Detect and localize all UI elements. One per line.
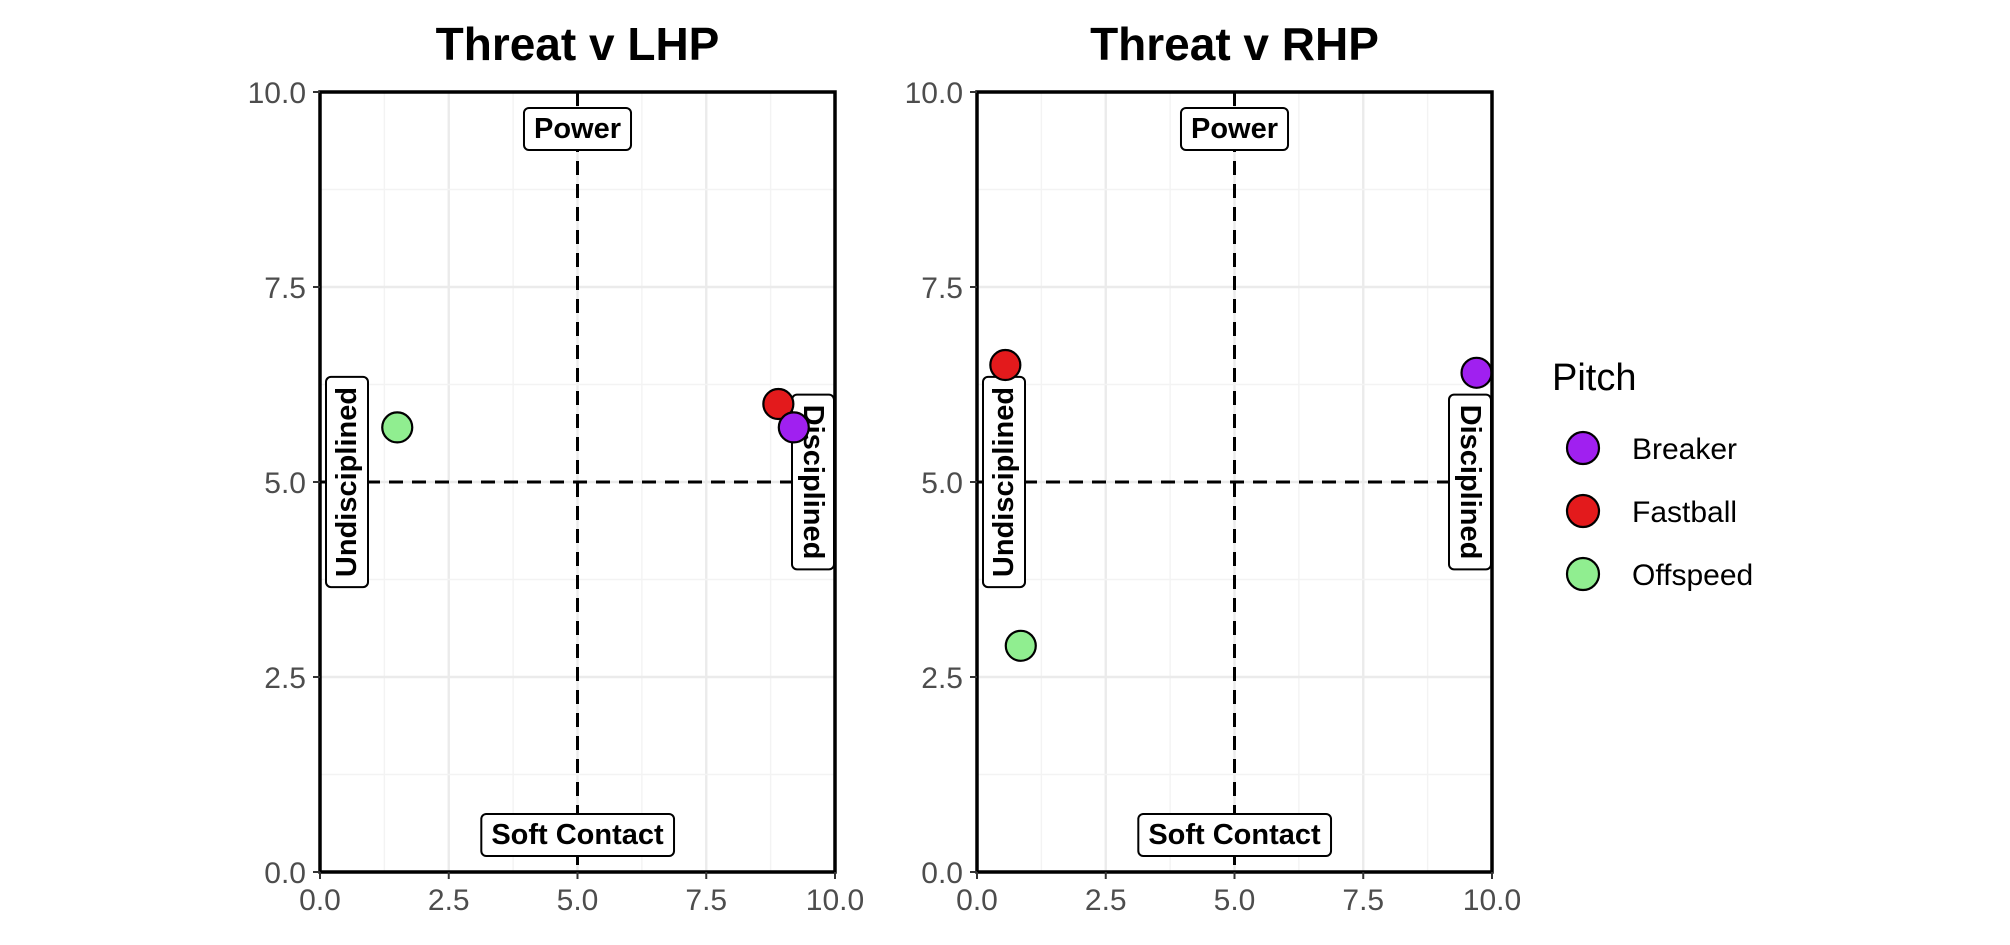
point-fastball bbox=[989, 348, 1022, 382]
x-tick-label: 0.0 bbox=[299, 884, 341, 917]
legend-key-offspeed bbox=[1565, 556, 1601, 592]
y-tick-label: 7.5 bbox=[264, 272, 306, 305]
x-tick-label: 2.5 bbox=[1085, 884, 1127, 917]
y-tick-label: 5.0 bbox=[921, 467, 963, 500]
point-breaker bbox=[777, 411, 810, 444]
legend-key-fastball bbox=[1565, 493, 1601, 529]
point-breaker bbox=[1460, 356, 1493, 389]
y-tick-label: 0.0 bbox=[264, 857, 306, 890]
label-power: Power bbox=[1179, 107, 1290, 151]
panel-2: Power Soft Contact Undisciplined Discipline… bbox=[905, 18, 1522, 917]
y-tick-label: 7.5 bbox=[921, 272, 963, 305]
point-offspeed bbox=[381, 411, 414, 444]
label-undisciplined: Undisciplined bbox=[325, 375, 369, 589]
chart-title: Threat v RHP bbox=[1090, 18, 1379, 70]
legend-label-offspeed: Offspeed bbox=[1632, 559, 1753, 592]
point-offspeed bbox=[1004, 629, 1037, 662]
label-power-text: Power bbox=[1191, 113, 1278, 145]
y-tick-label: 10.0 bbox=[905, 77, 963, 110]
label-power-text: Power bbox=[534, 113, 621, 145]
label-disciplined: Disciplined bbox=[1448, 393, 1492, 571]
chart-title: Threat v LHP bbox=[436, 18, 720, 70]
label-power-box bbox=[522, 107, 633, 151]
label-soft-contact: Soft Contact bbox=[480, 813, 676, 857]
x-tick-label: 0.0 bbox=[956, 884, 998, 917]
legend-key-breaker bbox=[1565, 430, 1601, 466]
legend-label-fastball: Fastball bbox=[1632, 496, 1737, 529]
label-power: Power bbox=[522, 107, 633, 151]
label-soft-contact-text: Soft Contact bbox=[1148, 819, 1321, 851]
label-disciplined-text: Disciplined bbox=[1454, 405, 1486, 560]
x-tick-label: 10.0 bbox=[1463, 884, 1521, 917]
x-tick-label: 7.5 bbox=[685, 884, 727, 917]
y-tick-label: 0.0 bbox=[921, 857, 963, 890]
label-power-box bbox=[1179, 107, 1290, 151]
x-tick-label: 2.5 bbox=[428, 884, 470, 917]
x-tick-label: 5.0 bbox=[1214, 884, 1256, 917]
legend-title: Pitch bbox=[1552, 357, 1636, 399]
x-tick-label: 5.0 bbox=[557, 884, 599, 917]
label-soft-contact-text: Soft Contact bbox=[491, 819, 664, 851]
legend-label-breaker: Breaker bbox=[1632, 433, 1737, 466]
label-undisciplined: Undisciplined bbox=[982, 375, 1026, 589]
y-tick-label: 2.5 bbox=[921, 662, 963, 695]
label-undisciplined-box bbox=[325, 375, 369, 589]
x-tick-label: 10.0 bbox=[806, 884, 864, 917]
point-fastball bbox=[762, 387, 795, 421]
y-tick-label: 5.0 bbox=[264, 467, 306, 500]
y-tick-label: 2.5 bbox=[264, 662, 306, 695]
legend: Pitch Breaker Fastball Offspeed bbox=[1552, 357, 1753, 592]
y-tick-label: 10.0 bbox=[248, 77, 306, 110]
label-undisciplined-text: Undisciplined bbox=[331, 387, 363, 577]
label-undisciplined-text: Undisciplined bbox=[988, 387, 1020, 577]
label-soft-contact-box bbox=[1137, 813, 1333, 857]
label-soft-contact: Soft Contact bbox=[1137, 813, 1333, 857]
label-soft-contact-box bbox=[480, 813, 676, 857]
x-tick-label: 7.5 bbox=[1342, 884, 1384, 917]
